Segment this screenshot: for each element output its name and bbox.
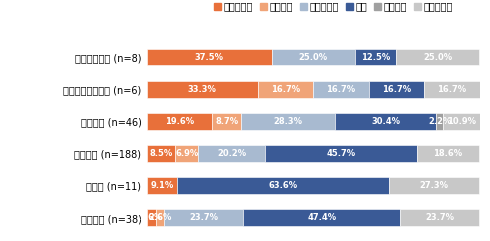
- Text: 20.2%: 20.2%: [217, 149, 246, 158]
- Text: 9.1%: 9.1%: [150, 181, 174, 190]
- Bar: [175, 145, 198, 162]
- Text: 30.4%: 30.4%: [371, 117, 400, 126]
- Bar: [147, 81, 258, 98]
- Bar: [313, 81, 368, 98]
- Bar: [396, 49, 479, 65]
- Text: 33.3%: 33.3%: [188, 85, 217, 94]
- Bar: [389, 177, 479, 194]
- Bar: [177, 177, 389, 194]
- Text: 16.7%: 16.7%: [326, 85, 355, 94]
- Text: 2.2%: 2.2%: [428, 117, 451, 126]
- Text: 25.0%: 25.0%: [423, 53, 452, 61]
- Text: 16.7%: 16.7%: [437, 85, 466, 94]
- Bar: [335, 113, 436, 130]
- Bar: [147, 177, 177, 194]
- Text: 6.9%: 6.9%: [175, 149, 198, 158]
- Text: 2.6%: 2.6%: [148, 213, 172, 222]
- Text: 45.7%: 45.7%: [327, 149, 356, 158]
- Bar: [271, 49, 355, 65]
- Bar: [164, 209, 243, 226]
- Text: 28.3%: 28.3%: [273, 117, 302, 126]
- Bar: [147, 113, 212, 130]
- Bar: [355, 49, 396, 65]
- Bar: [424, 81, 480, 98]
- Bar: [436, 113, 443, 130]
- Bar: [147, 145, 175, 162]
- Text: 63.6%: 63.6%: [269, 181, 297, 190]
- Legend: 機関レベル, 部局ごと, 研究者個人, なし, 詳細不明, わからない: 機関レベル, 部局ごと, 研究者個人, なし, 詳細不明, わからない: [210, 0, 457, 15]
- Bar: [443, 113, 480, 130]
- Bar: [400, 209, 479, 226]
- Text: 16.7%: 16.7%: [271, 85, 300, 94]
- Text: 27.3%: 27.3%: [419, 181, 448, 190]
- Text: 8.5%: 8.5%: [149, 149, 173, 158]
- Bar: [241, 113, 335, 130]
- Bar: [265, 145, 417, 162]
- Bar: [198, 145, 265, 162]
- Bar: [212, 113, 241, 130]
- Text: 37.5%: 37.5%: [195, 53, 224, 61]
- Text: 25.0%: 25.0%: [298, 53, 328, 61]
- Text: 23.7%: 23.7%: [425, 213, 454, 222]
- Bar: [156, 209, 164, 226]
- Text: 12.5%: 12.5%: [361, 53, 390, 61]
- Bar: [147, 49, 271, 65]
- Text: 19.6%: 19.6%: [165, 117, 194, 126]
- Text: 47.4%: 47.4%: [307, 213, 336, 222]
- Bar: [417, 145, 479, 162]
- Text: 16.7%: 16.7%: [382, 85, 411, 94]
- Text: 18.6%: 18.6%: [434, 149, 463, 158]
- Text: 10.9%: 10.9%: [447, 117, 476, 126]
- Bar: [258, 81, 313, 98]
- Text: 23.7%: 23.7%: [189, 213, 218, 222]
- Bar: [147, 209, 156, 226]
- Bar: [243, 209, 400, 226]
- Text: 8.7%: 8.7%: [215, 117, 238, 126]
- Bar: [368, 81, 424, 98]
- Text: 2.6%: 2.6%: [140, 213, 163, 222]
